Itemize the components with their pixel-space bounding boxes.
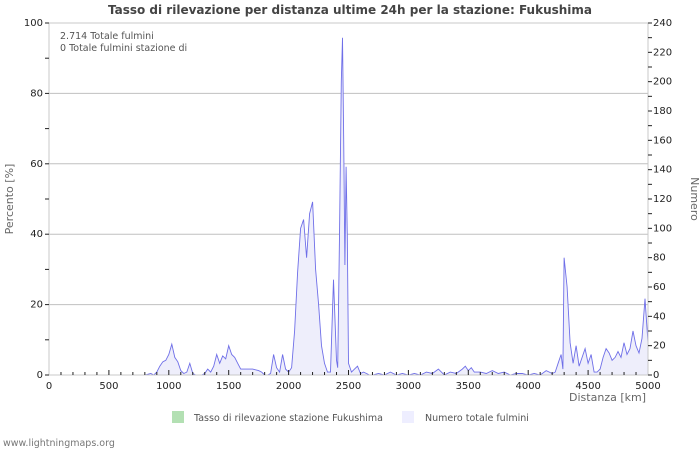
right-tick-label: 100 [653, 223, 672, 234]
left-tick-label: 0 [37, 370, 43, 381]
x-tick-label: 3500 [456, 381, 481, 392]
station-strikes-text: 0 Totale fulmini stazione di [60, 43, 187, 54]
footer-link[interactable]: www.lightningmaps.org [3, 438, 115, 449]
x-tick-label: 4500 [575, 381, 600, 392]
x-tick-label: 5000 [635, 381, 660, 392]
x-tick-label: 3000 [396, 381, 421, 392]
right-tick-label: 220 [653, 47, 672, 58]
right-tick-label: 120 [653, 194, 672, 205]
total-strikes-text: 2.714 Totale fulmini [60, 31, 154, 42]
legend: Tasso di rilevazione stazione Fukushima … [172, 411, 529, 424]
x-tick-label: 2500 [336, 381, 361, 392]
right-tick-label: 180 [653, 106, 672, 117]
legend-swatch-total-strikes [402, 411, 414, 423]
left-tick-label: 100 [24, 18, 43, 29]
left-tick-label: 80 [30, 88, 43, 99]
right-tick-label: 0 [653, 370, 659, 381]
chart-title: Tasso di rilevazione per distanza ultime… [108, 3, 592, 17]
right-tick-label: 60 [653, 282, 666, 293]
lightning-count-area [49, 37, 649, 376]
right-tick-label: 80 [653, 253, 666, 264]
legend-swatch-detection-rate [172, 411, 184, 423]
x-tick-label: 2000 [276, 381, 301, 392]
legend-label-detection-rate: Tasso di rilevazione stazione Fukushima [193, 413, 383, 424]
right-tick-label: 240 [653, 18, 672, 29]
grid-lines [49, 92, 648, 306]
left-tick-label: 20 [30, 300, 43, 311]
right-tick-label: 40 [653, 311, 666, 322]
legend-label-total-strikes: Numero totale fulmini [425, 413, 529, 424]
right-tick-label: 140 [653, 165, 672, 176]
right-axis: 0 20 40 60 80 100 120 140 160 180 200 220 240 [648, 18, 672, 381]
left-tick-label: 60 [30, 159, 43, 170]
area-line [49, 37, 649, 376]
left-tick-label: 40 [30, 229, 43, 240]
x-tick-label: 0 [46, 381, 52, 392]
left-axis: 0 20 40 60 80 100 [24, 18, 49, 381]
x-tick-label: 1500 [216, 381, 241, 392]
x-axis: 0 500 1000 1500 2000 2500 3000 3500 4000 4500 5000 [46, 370, 661, 392]
left-axis-title: Percento [%] [3, 164, 16, 235]
x-tick-label: 500 [99, 381, 118, 392]
x-axis-title: Distanza [km] [569, 391, 646, 404]
x-tick-label: 4000 [515, 381, 540, 392]
right-tick-label: 160 [653, 135, 672, 146]
right-tick-label: 20 [653, 341, 666, 352]
right-axis-title: Numero [688, 177, 700, 221]
x-tick-label: 1000 [156, 381, 181, 392]
right-tick-label: 200 [653, 77, 672, 88]
